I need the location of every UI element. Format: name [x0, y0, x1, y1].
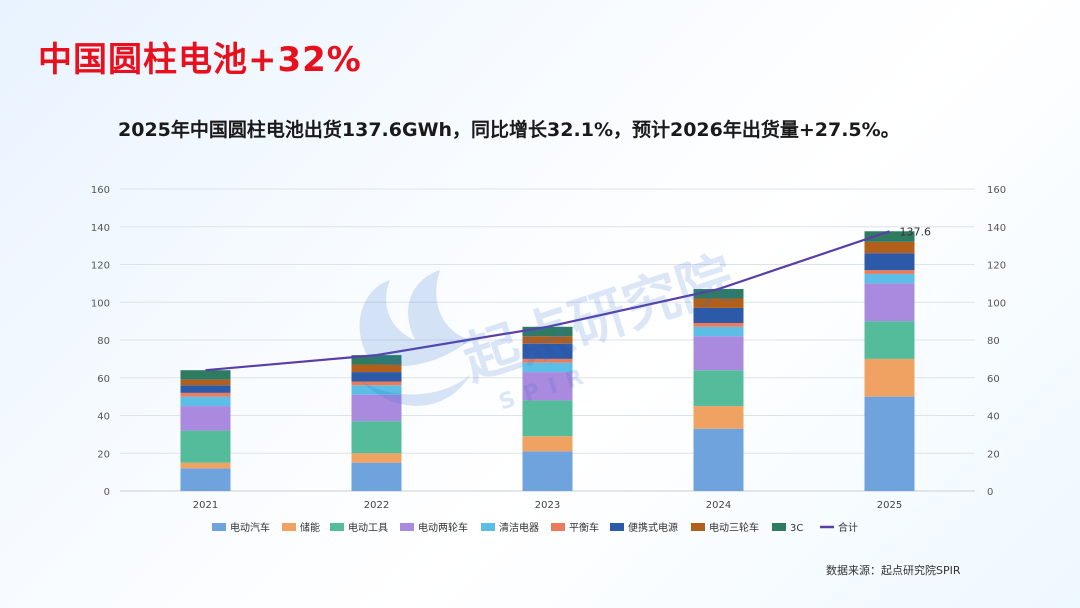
y-tick-label-right: 60: [987, 374, 1000, 385]
bar-segment: [180, 370, 231, 380]
y-tick-label-left: 0: [104, 487, 110, 498]
bar-segment: [864, 253, 915, 271]
x-tick-label: 2021: [193, 500, 218, 511]
bar-segment: [180, 392, 231, 397]
bar-segment: [864, 396, 915, 491]
y-tick-label-right: 120: [987, 261, 1006, 272]
page-subtitle: 2025年中国圆柱电池出货137.6GWh，同比增长32.1%，预计2026年出…: [118, 119, 900, 141]
y-tick-label-left: 80: [97, 336, 110, 347]
legend-swatch: [691, 523, 705, 531]
y-tick-label-right: 100: [987, 298, 1006, 309]
bar-segment: [180, 396, 231, 407]
x-tick-label: 2023: [535, 500, 560, 511]
legend-swatch: [610, 523, 624, 531]
bar-segment: [864, 270, 915, 274]
legend-swatch: [212, 523, 226, 531]
y-tick-label-left: 140: [91, 223, 110, 234]
bar-segment: [522, 372, 573, 401]
y-tick-label-right: 0: [987, 487, 993, 498]
bar-segment: [522, 451, 573, 491]
legend-swatch: [551, 523, 565, 531]
y-tick-label-left: 60: [97, 374, 110, 385]
legend-label: 平衡车: [569, 521, 599, 534]
y-tick-label-right: 20: [987, 449, 1000, 460]
bar-segment: [522, 436, 573, 452]
legend-label: 电动工具: [348, 521, 388, 534]
legend-label: 电动两轮车: [418, 521, 468, 534]
y-tick-label-right: 40: [987, 412, 1000, 423]
bar-segment: [180, 406, 231, 431]
y-tick-label-left: 160: [91, 185, 110, 196]
y-tick-label-left: 20: [97, 449, 110, 460]
bar-segment: [351, 355, 402, 365]
legend-swatch: [481, 523, 495, 531]
y-tick-label-left: 120: [91, 261, 110, 272]
bar-segment: [180, 462, 231, 469]
total-line: [205, 230, 890, 372]
y-tick-label-right: 80: [987, 336, 1000, 347]
legend-label: 合计: [838, 521, 858, 534]
y-tick-label-left: 40: [97, 412, 110, 423]
legend-label: 电动汽车: [230, 521, 270, 534]
bar-segment: [351, 372, 402, 382]
x-tick-label: 2022: [364, 500, 389, 511]
y-tick-label-left: 100: [91, 298, 110, 309]
bar-segment: [180, 430, 231, 463]
x-tick-label: 2024: [706, 500, 731, 511]
bar-segment: [351, 462, 402, 491]
legend-label: 便携式电源: [628, 521, 678, 534]
y-tick-label-right: 140: [987, 223, 1006, 234]
legend-swatch: [330, 523, 344, 531]
legend-label: 电动三轮车: [709, 521, 759, 534]
bar-segment: [693, 336, 744, 371]
bar-segment: [864, 241, 915, 254]
bar-segment: [864, 273, 915, 284]
bar-segment: [693, 298, 744, 308]
bar-segment: [693, 289, 744, 299]
legend-label: 清洁电器: [499, 521, 539, 534]
bar-segment: [864, 283, 915, 322]
y-tick-label-right: 160: [987, 185, 1006, 196]
bar-segment: [864, 321, 915, 359]
bar-segment: [351, 394, 402, 422]
bar-segment: [693, 370, 744, 407]
bar-segment: [864, 358, 915, 397]
bar-segment: [693, 428, 744, 491]
bar-segment: [693, 406, 744, 429]
bar-segment: [522, 362, 573, 373]
bar-segment: [180, 379, 231, 386]
bar-segment: [180, 385, 231, 393]
source-note: 数据来源：起点研究院SPIR: [826, 564, 961, 577]
total-data-label: 137.6: [900, 225, 932, 238]
bar-segment: [693, 307, 744, 324]
legend-label: 3C: [790, 523, 803, 534]
bar-segment: [522, 358, 573, 363]
bar-segment: [351, 421, 402, 454]
bar-segment: [522, 336, 573, 344]
bar-segment: [522, 400, 573, 437]
legend-swatch: [282, 523, 296, 531]
bar-segment: [351, 453, 402, 463]
bar-segment: [180, 468, 231, 491]
bar-segment: [351, 381, 402, 386]
legend-label: 储能: [300, 521, 320, 534]
bar-segment: [864, 231, 915, 242]
legend-swatch: [400, 523, 414, 531]
bar-segment: [351, 385, 402, 395]
bar-segment: [522, 343, 573, 359]
bar-segment: [522, 326, 573, 337]
bar-segment: [693, 326, 744, 337]
legend-swatch: [772, 523, 786, 531]
x-tick-label: 2025: [877, 500, 902, 511]
bar-segment: [693, 323, 744, 327]
page-title: 中国圆柱电池+32%: [38, 40, 362, 80]
bar-segment: [351, 364, 402, 373]
